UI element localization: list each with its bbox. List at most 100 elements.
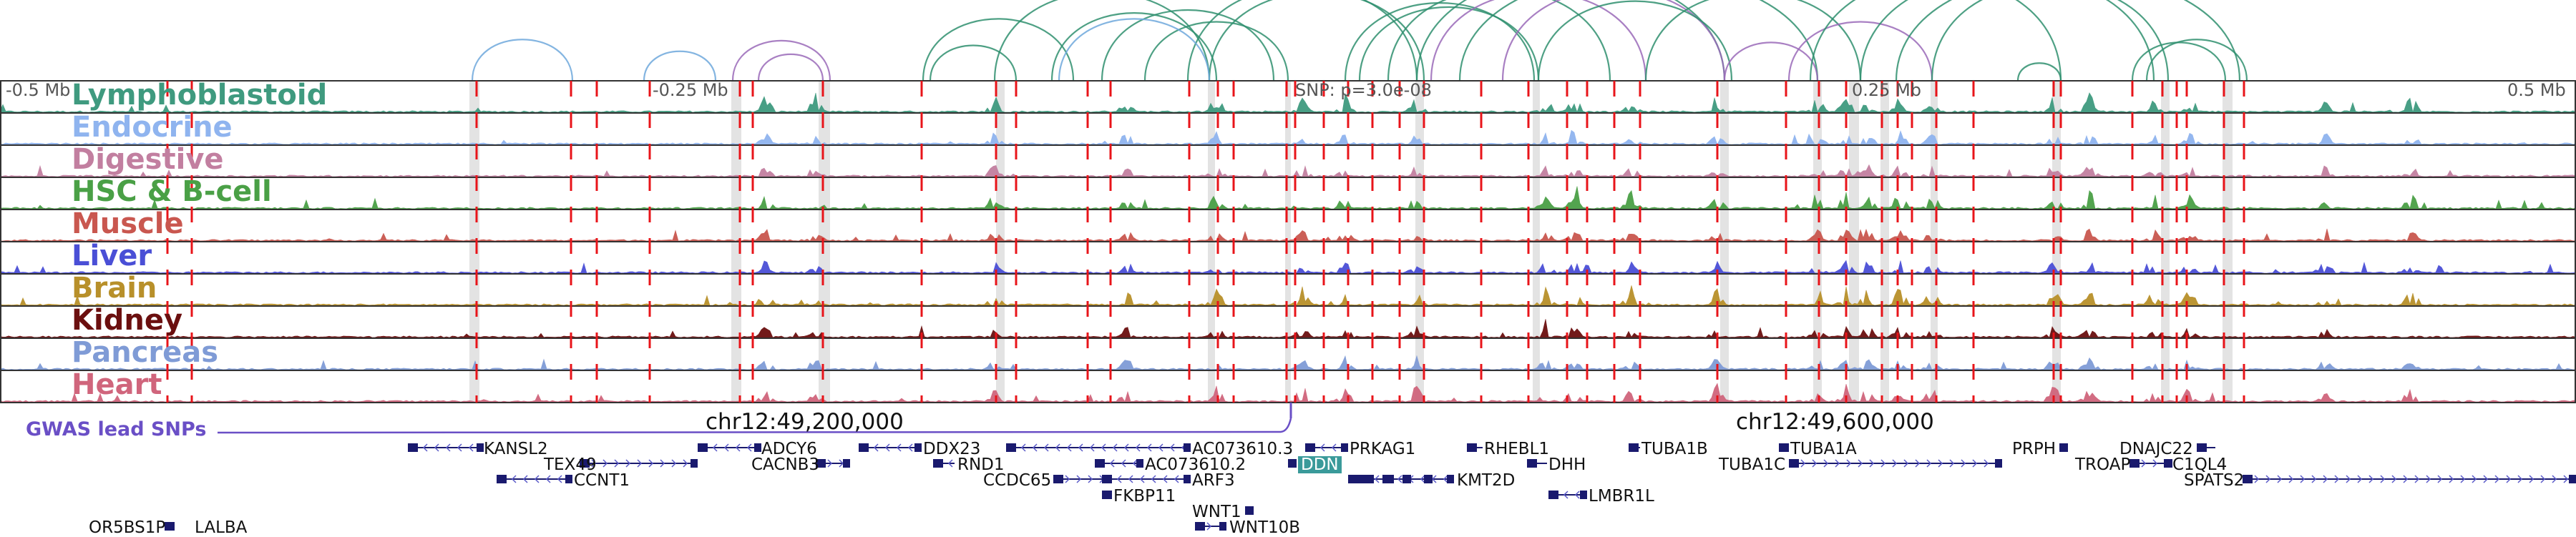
interaction-arc	[757, 53, 824, 82]
gene-exon	[691, 459, 698, 468]
gene-label: TEX49	[544, 455, 597, 474]
interaction-arc	[471, 39, 574, 82]
gene-strand-arrow	[1078, 443, 1083, 452]
gene-strand-arrow	[1835, 459, 1840, 468]
signal-track-8	[0, 355, 2576, 370]
gene-strand-arrow	[1109, 459, 1115, 468]
gene-strand-arrow	[457, 443, 462, 452]
gene-label: DDX23	[923, 440, 981, 458]
interaction-arc	[1809, 0, 2062, 82]
gene-exon	[2059, 443, 2068, 452]
gene-exon	[2569, 475, 2576, 483]
gene-strand-arrow	[1169, 443, 1175, 452]
gene-strand-arrow	[1972, 459, 1978, 468]
gene-strand-arrow	[534, 475, 540, 483]
gene-strand-arrow	[712, 443, 718, 452]
gene-strand-arrow	[2265, 475, 2271, 483]
interaction-arc	[1101, 9, 1275, 82]
gene-strand-arrow	[511, 475, 517, 483]
gene-strand-arrow	[1076, 475, 1082, 483]
interaction-arc	[1186, 0, 1418, 82]
gene-strand-arrow	[1443, 475, 1448, 483]
gene-strand-arrow	[1116, 475, 1122, 483]
gene-strand-arrow	[1903, 459, 1909, 468]
gene-strand-arrow	[1823, 459, 1829, 468]
gene-strand-arrow	[1101, 443, 1106, 452]
gene-exon	[1219, 522, 1226, 531]
gene-exon	[843, 459, 850, 468]
interaction-arcs	[471, 0, 2248, 82]
gene-exon	[1195, 522, 1205, 531]
gene-strand-arrow	[2414, 475, 2420, 483]
coordinate-right: chr12:49,600,000	[1736, 409, 1934, 435]
gene-strand-arrow	[1123, 443, 1129, 452]
gene-strand-arrow	[1020, 443, 1026, 452]
axis-label-left: -0.5 Mb	[6, 80, 71, 100]
gene-strand-arrow	[2494, 475, 2500, 483]
gene-strand-arrow	[1043, 443, 1049, 452]
gene-strand-arrow	[907, 443, 913, 452]
gene-strand-arrow	[1858, 459, 1863, 468]
gene-strand-arrow	[1055, 443, 1060, 452]
axis-snp-label: SNP: p=3.0e-08	[1295, 80, 1432, 100]
gene-strand-arrow	[896, 443, 902, 452]
gene-strand-arrow	[671, 459, 677, 468]
gene-exon	[2243, 475, 2253, 483]
gene-exon	[565, 475, 572, 483]
gwas-label: GWAS lead SNPs	[26, 418, 207, 440]
gene-exon	[1995, 459, 2002, 468]
gene-exon	[1053, 475, 1063, 483]
gene-strand-arrow	[1926, 459, 1932, 468]
signal-peaks	[0, 92, 2576, 403]
gene-exon	[1382, 475, 1391, 483]
gene-label: TUBA1A	[1790, 440, 1857, 458]
gene-strand-arrow	[1139, 475, 1145, 483]
gene-strand-arrow	[445, 443, 451, 452]
gene-strand-arrow	[884, 443, 890, 452]
interaction-arc	[993, 0, 1211, 82]
gene-label: KMT2D	[1457, 471, 1516, 490]
gene-strand-arrow	[1938, 459, 1943, 468]
gene-strand-arrow	[637, 459, 643, 468]
track-label: Lymphoblastoid	[72, 79, 328, 112]
gene-label: PRPH	[2012, 440, 2057, 458]
interaction-arc	[1723, 41, 1819, 82]
gene-strand-arrow	[1151, 475, 1156, 483]
gene-strand-arrow	[1880, 459, 1886, 468]
gene-strand-arrow	[2403, 475, 2409, 483]
gene-strand-arrow	[1174, 475, 1179, 483]
gene-strand-arrow	[648, 459, 654, 468]
gene-strand-arrow	[1089, 443, 1095, 452]
gene-strand-arrow	[2323, 475, 2328, 483]
gene-strand-arrow	[1121, 459, 1126, 468]
gene-exon	[1789, 459, 1799, 468]
gene-strand-arrow	[1135, 443, 1141, 452]
signal-track-4	[0, 228, 2576, 242]
gene-strand-arrow	[1563, 491, 1568, 499]
gene-exon	[1351, 475, 1374, 483]
track-label: Muscle	[72, 207, 184, 240]
track-label: HSC & B-cell	[72, 175, 272, 208]
interaction-arc	[1787, 21, 1933, 82]
gene-strand-arrow	[1812, 459, 1818, 468]
gene-strand-arrow	[1892, 459, 1898, 468]
gene-strand-arrow	[1128, 475, 1133, 483]
gene-label-highlighted: DDN	[1298, 456, 1342, 473]
gene-strand-arrow	[468, 443, 474, 452]
gene-exon	[1548, 491, 1558, 499]
gene-strand-arrow	[683, 459, 688, 468]
gene-strand-arrow	[614, 459, 620, 468]
gene-strand-arrow	[2357, 475, 2363, 483]
gene-strand-arrow	[2368, 475, 2374, 483]
gene-strand-arrow	[827, 459, 833, 468]
interaction-arc	[1050, 12, 1218, 82]
gene-models	[165, 443, 2576, 531]
gene-strand-arrow	[2254, 475, 2260, 483]
gene-strand-arrow	[1206, 522, 1212, 531]
gene-strand-arrow	[1158, 443, 1163, 452]
gene-exon	[1527, 459, 1537, 468]
interaction-arc	[643, 50, 717, 82]
gene-strand-arrow	[1420, 475, 1425, 483]
gene-label: CACNB3	[751, 455, 820, 474]
gene-exon	[933, 459, 943, 468]
